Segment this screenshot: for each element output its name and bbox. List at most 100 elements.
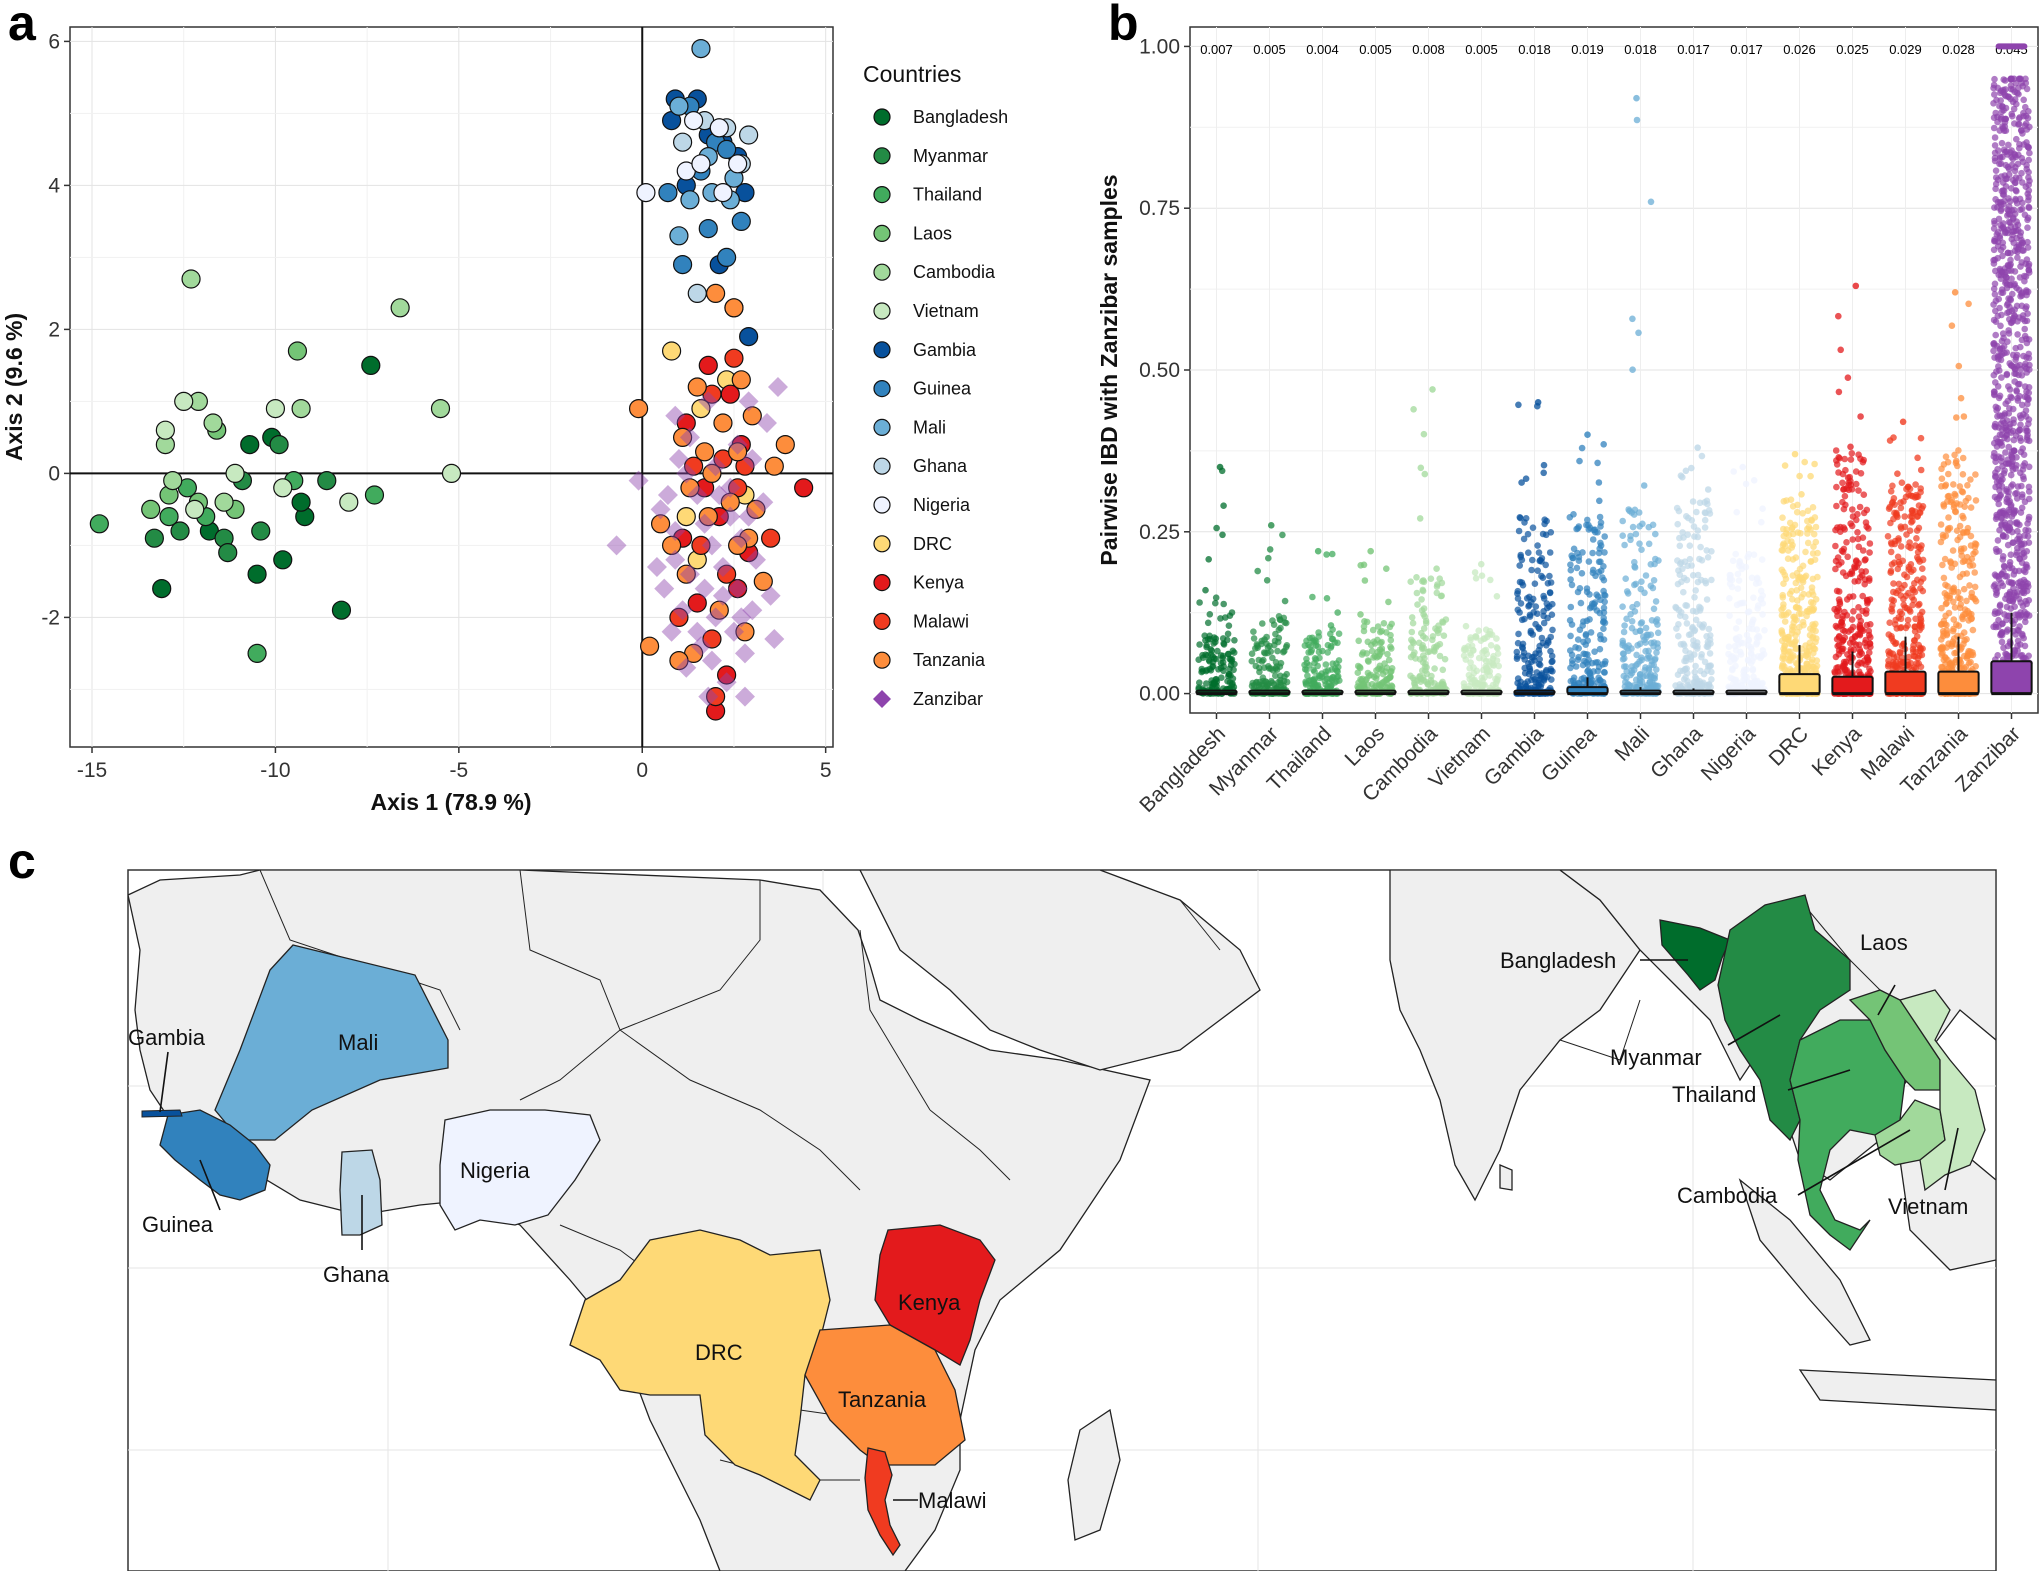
jitter-point: [1998, 442, 2006, 449]
jitter-point: [1678, 609, 1685, 616]
jitter-point: [1863, 597, 1871, 604]
point-vietnam: [225, 463, 245, 483]
jitter-point: [1941, 555, 1949, 563]
jitter-point: [1698, 680, 1706, 688]
jitter-point: [1628, 624, 1636, 632]
jitter-point: [2025, 420, 2032, 428]
jitter-point: [2026, 149, 2033, 157]
jitter-point: [1525, 549, 1532, 556]
jitter-point: [1217, 659, 1225, 667]
point-tanzania: [676, 564, 696, 584]
legend-label-zanzibar: Zanzibar: [913, 689, 983, 709]
jitter-point: [1209, 662, 1217, 670]
jitter-point: [1373, 672, 1380, 679]
map-labels: Gambia Mali Guinea Ghana Nigeria DRC Ken…: [128, 930, 1968, 1513]
jitter-max-point: [1852, 282, 1860, 290]
jitter-max-point: [1584, 431, 1591, 439]
jitter-max-point: [1739, 463, 1747, 471]
jitter-point: [1995, 616, 2002, 624]
jitter-point: [1335, 663, 1342, 671]
jitter-point: [1212, 680, 1219, 688]
jitter-outlier: [1894, 470, 1901, 478]
jitter-point: [1906, 539, 1913, 546]
point-zanzibar: [731, 528, 752, 549]
jitter-point: [1853, 516, 1860, 524]
point-vietnam: [441, 463, 462, 483]
jitter-point: [1991, 91, 1998, 98]
jitter-point: [1967, 504, 1975, 511]
jitter-point: [1261, 664, 1268, 671]
jitter-outlier: [1633, 116, 1641, 124]
jitter-point: [2004, 249, 2012, 257]
jitter-point: [1747, 643, 1754, 651]
map-kenya: [874, 1224, 996, 1366]
legend-key-vietnam: [873, 302, 891, 320]
point-malawi: [691, 535, 711, 556]
jitter-point: [1841, 627, 1849, 635]
jitter-outlier: [1361, 577, 1369, 584]
jitter-point: [1215, 666, 1222, 673]
jitter-point: [1990, 347, 1997, 355]
jitter-point: [1809, 504, 1817, 511]
jitter-point: [1789, 626, 1796, 634]
jitter-point: [1758, 556, 1766, 563]
jitter-point: [1492, 684, 1499, 691]
jitter-point: [1203, 680, 1210, 687]
jitter-point: [1365, 658, 1372, 665]
jitter-point: [1910, 642, 1917, 649]
jitter-point: [1992, 297, 2000, 305]
jitter-point: [1843, 539, 1850, 546]
jitter-point: [1866, 575, 1873, 582]
jitter-point: [1794, 501, 1801, 509]
jitter-point: [1894, 513, 1901, 521]
point-zanzibar: [738, 391, 759, 412]
jitter-point: [2023, 436, 2031, 444]
jitter-point: [1548, 652, 1556, 660]
jitter-point: [1809, 550, 1817, 557]
jitter-point: [1943, 621, 1950, 629]
point-tanzania: [680, 478, 700, 498]
jitter-point: [1761, 627, 1768, 634]
point-mali: [691, 38, 711, 59]
x-tick-label: 0: [636, 759, 648, 782]
jitter-point: [2025, 488, 2033, 495]
jitter-point: [2020, 654, 2028, 662]
jitter-point: [1862, 636, 1870, 644]
point-ghana: [673, 132, 693, 152]
jitter-point: [2007, 483, 2015, 490]
jitter-point: [1702, 509, 1709, 517]
jitter-point: [2015, 286, 2023, 294]
jitter-point: [1689, 625, 1696, 632]
jitter-point: [1960, 611, 1967, 619]
jitter-point: [1898, 479, 1906, 487]
jitter-point: [1531, 657, 1538, 664]
jitter-point: [1788, 525, 1796, 533]
jitter-point: [1324, 641, 1332, 649]
jitter-point: [1999, 179, 2007, 186]
jitter-point: [1955, 594, 1962, 602]
mean-label-ghana: 0.017: [1677, 42, 1710, 57]
legend-label-drc: DRC: [913, 534, 952, 554]
jitter-max-point: [1429, 386, 1436, 393]
jitter-point: [1863, 621, 1871, 629]
panel-c-letter: c: [8, 833, 36, 889]
jitter-point: [1680, 588, 1687, 596]
jitter-point: [1866, 540, 1874, 547]
jitter-point: [2025, 463, 2033, 471]
x-tick-label: 5: [820, 759, 832, 782]
jitter-point: [1601, 549, 1608, 556]
jitter-point: [1421, 613, 1429, 620]
jitter-point: [2023, 369, 2030, 376]
jitter-point: [2024, 310, 2031, 318]
jitter-point: [1835, 561, 1843, 568]
jitter-point: [1909, 507, 1916, 514]
jitter-point: [1214, 647, 1221, 655]
jitter-point: [1521, 519, 1528, 526]
jitter-max-point: [1791, 450, 1799, 458]
jitter-point: [1833, 502, 1840, 510]
jitter-point: [1759, 611, 1766, 618]
jitter-point: [1738, 562, 1745, 569]
jitter-point: [1419, 587, 1427, 595]
jitter-point: [1843, 596, 1851, 603]
map-malawi: [864, 1447, 901, 1557]
